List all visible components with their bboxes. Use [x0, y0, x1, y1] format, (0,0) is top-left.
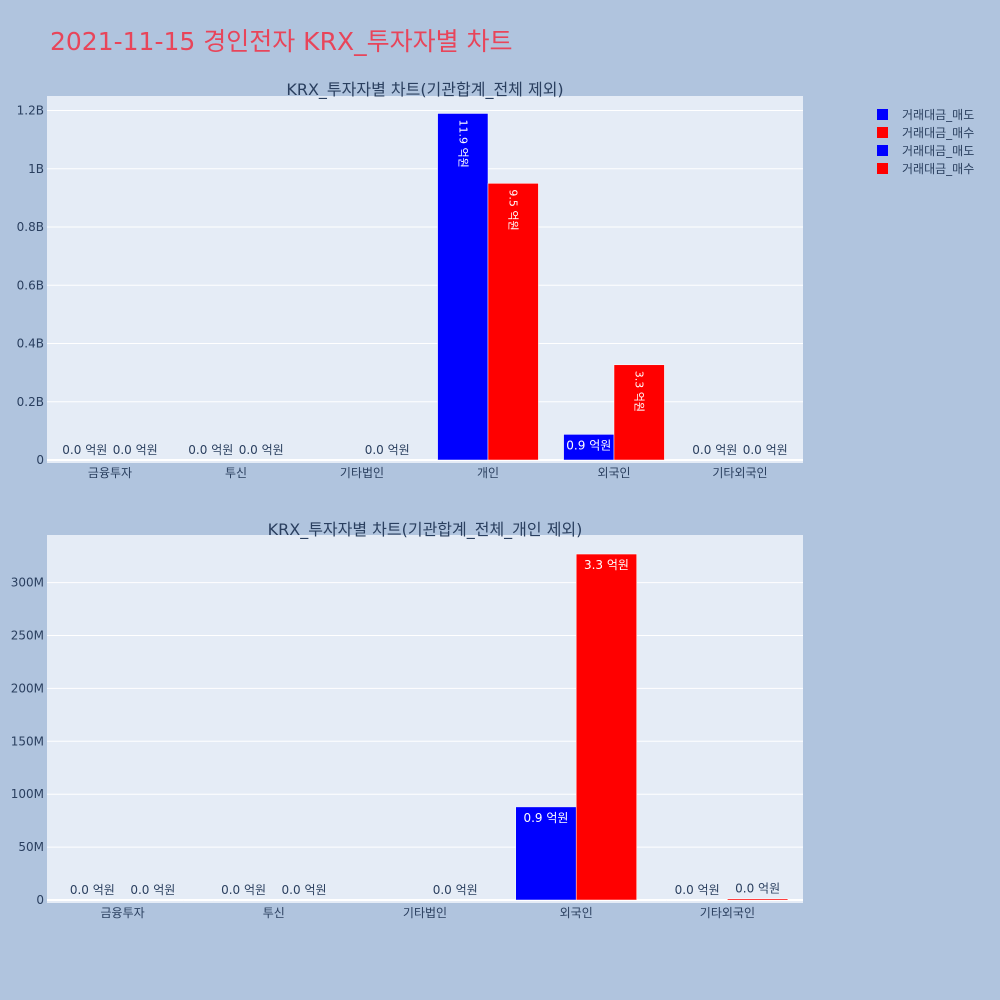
y-tick-label: 0.4B — [17, 337, 44, 351]
legend-label[interactable]: 거래대금_매도 — [902, 108, 974, 122]
y-tick-label: 300M — [11, 576, 44, 590]
bar[interactable] — [437, 113, 489, 461]
y-tick-label: 1B — [28, 162, 44, 176]
bar[interactable] — [213, 899, 275, 901]
x-tick-label: 개인 — [477, 466, 499, 480]
page-title: 2021-11-15 경인전자 KRX_투자자별 차트 — [50, 27, 513, 56]
x-tick-label: 기타외국인 — [712, 466, 767, 480]
bar[interactable] — [563, 434, 615, 461]
data-label: 9.5 억원 — [507, 189, 520, 230]
bar[interactable] — [59, 459, 111, 461]
bar[interactable] — [185, 459, 237, 461]
data-label: 0.0 억원 — [113, 443, 158, 457]
x-tick-label: 기타외국인 — [700, 906, 755, 920]
y-tick-label: 100M — [11, 787, 44, 801]
data-label: 11.9 억원 — [456, 119, 469, 167]
legend-swatch[interactable] — [877, 145, 888, 156]
x-tick-label: 투신 — [225, 466, 247, 480]
bar[interactable] — [739, 459, 791, 461]
legend-swatch[interactable] — [877, 127, 888, 138]
legend-label[interactable]: 거래대금_매도 — [902, 144, 974, 158]
plot-area — [47, 96, 803, 463]
bar[interactable] — [361, 459, 413, 461]
bar[interactable] — [487, 183, 539, 461]
chart-title: KRX_투자자별 차트(기관합계_전체 제외) — [286, 80, 563, 100]
y-tick-label: 250M — [11, 629, 44, 643]
data-label: 0.0 억원 — [282, 883, 327, 897]
y-tick-label: 0.6B — [17, 278, 44, 292]
data-label: 0.0 억원 — [62, 443, 107, 457]
data-label: 3.3 억원 — [633, 371, 646, 412]
data-label: 0.0 억원 — [433, 883, 478, 897]
bar[interactable] — [613, 364, 665, 461]
bar[interactable] — [273, 899, 335, 901]
y-tick-label: 150M — [11, 734, 44, 748]
x-tick-label: 투신 — [263, 906, 285, 920]
x-tick-label: 외국인 — [597, 466, 630, 480]
x-tick-label: 기타법인 — [403, 906, 447, 920]
bar[interactable] — [122, 899, 184, 901]
y-tick-label: 0.8B — [17, 220, 44, 234]
data-label: 0.0 억원 — [735, 882, 780, 896]
bar[interactable] — [689, 459, 741, 461]
data-label: 0.0 억원 — [70, 883, 115, 897]
y-tick-label: 50M — [18, 840, 44, 854]
data-label: 0.0 억원 — [239, 443, 284, 457]
y-tick-label: 1.2B — [17, 104, 44, 118]
x-tick-label: 외국인 — [560, 906, 593, 920]
bar[interactable] — [61, 899, 123, 901]
y-tick-label: 200M — [11, 681, 44, 695]
data-label: 0.0 억원 — [221, 883, 266, 897]
bar[interactable] — [575, 553, 637, 901]
data-label: 0.0 억원 — [130, 883, 175, 897]
data-label: 0.0 억원 — [188, 443, 233, 457]
chart-title: KRX_투자자별 차트(기관합계_전체_개인 제외) — [268, 520, 583, 540]
data-label: 0.0 억원 — [675, 883, 720, 897]
data-label: 3.3 억원 — [584, 558, 629, 572]
x-tick-label: 금융투자 — [101, 906, 145, 920]
x-tick-label: 기타법인 — [340, 466, 384, 480]
bar[interactable] — [727, 898, 789, 901]
data-label: 0.9 억원 — [523, 811, 568, 825]
plot-area — [47, 535, 803, 903]
data-label: 0.0 억원 — [743, 443, 788, 457]
legend-swatch[interactable] — [877, 109, 888, 120]
data-label: 0.0 억원 — [692, 443, 737, 457]
legend-label[interactable]: 거래대금_매수 — [902, 126, 974, 140]
bar[interactable] — [235, 459, 287, 461]
bar[interactable] — [424, 899, 486, 901]
bar[interactable] — [109, 459, 161, 461]
data-label: 0.0 억원 — [365, 443, 410, 457]
y-tick-label: 0.2B — [17, 395, 44, 409]
y-tick-label: 0 — [36, 453, 44, 467]
x-tick-label: 금융투자 — [88, 466, 132, 480]
y-tick-label: 0 — [36, 893, 44, 907]
data-label: 0.9 억원 — [566, 438, 611, 452]
legend-label[interactable]: 거래대금_매수 — [902, 162, 974, 176]
legend-swatch[interactable] — [877, 163, 888, 174]
bar[interactable] — [666, 899, 728, 901]
